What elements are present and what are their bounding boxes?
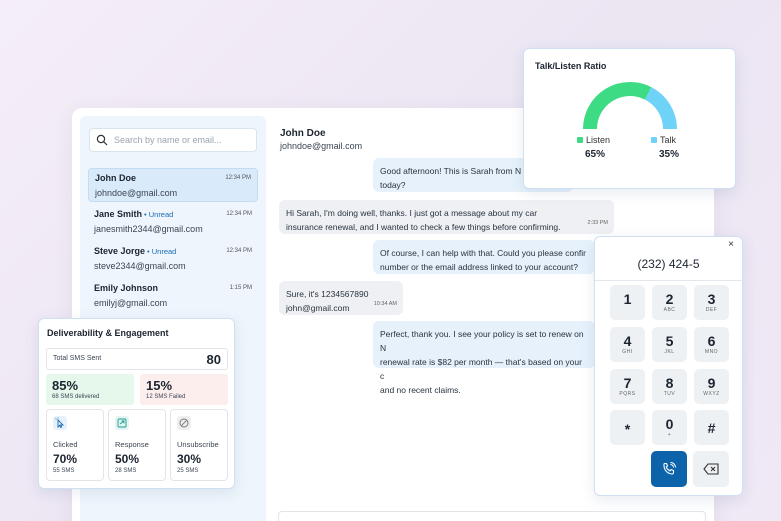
key-3[interactable]: 3 DEF <box>694 285 729 320</box>
conversation-item[interactable]: John Doe johndoe@gmail.com 12:34 PM <box>88 168 258 202</box>
contact-email: steve2344@gmail.com <box>94 261 186 271</box>
key-hash[interactable]: # <box>694 410 729 445</box>
key-7[interactable]: 7 PQRS <box>610 369 645 404</box>
backspace-icon <box>703 463 719 475</box>
conversation-item[interactable]: Jane Smith • Unread janesmith2344@gmail.c… <box>88 205 258 239</box>
message-time: 2:33 PM <box>587 220 608 226</box>
legend-talk: Talk <box>651 135 676 145</box>
key-6[interactable]: 6 MNO <box>694 327 729 362</box>
ratio-gauge <box>583 82 677 130</box>
talk-value: 35% <box>659 149 680 160</box>
listen-value: 65% <box>585 149 606 160</box>
chat-contact-email: johndoe@gmail.com <box>280 141 363 151</box>
conversation-time: 1:15 PM <box>229 285 252 291</box>
conversation-time: 12:34 PM <box>226 248 252 254</box>
reply-icon <box>115 416 129 430</box>
close-icon[interactable]: × <box>728 239 734 250</box>
contact-email: emilyj@gmail.com <box>94 298 168 308</box>
call-button[interactable] <box>651 451 687 487</box>
contact-name: John Doe <box>95 173 137 183</box>
phone-icon <box>663 462 676 475</box>
conversation-item[interactable]: Steve Jorge • Unread steve2344@gmail.com … <box>88 242 258 276</box>
key-1[interactable]: 1 <box>610 285 645 320</box>
block-icon <box>177 416 191 430</box>
key-8[interactable]: 8 TUV <box>652 369 687 404</box>
delivered-stat: 85% 68 SMS delivered <box>46 374 134 405</box>
key-star[interactable]: * <box>610 410 645 445</box>
failed-stat: 15% 12 SMS Failed <box>140 374 228 405</box>
key-9[interactable]: 9 WXYZ <box>694 369 729 404</box>
contact-name: Steve Jorge <box>94 246 146 256</box>
conversation-time: 12:34 PM <box>226 211 252 217</box>
message-composer[interactable] <box>278 511 706 521</box>
key-0[interactable]: 0 + <box>652 410 687 445</box>
backspace-button[interactable] <box>693 451 729 487</box>
key-2[interactable]: 2 ABC <box>652 285 687 320</box>
message-incoming: Hi Sarah, I'm doing well, thanks. I just… <box>279 200 614 234</box>
contact-email: johndoe@gmail.com <box>95 188 178 198</box>
dialed-number[interactable]: (232) 424-5 <box>637 257 700 271</box>
total-sms-sent: Total SMS Sent 80 <box>46 348 228 370</box>
deliverability-title: Deliverability & Engagement <box>47 328 169 338</box>
contact-name: Jane Smith <box>94 209 143 219</box>
search-box[interactable] <box>89 128 257 152</box>
ratio-title: Talk/Listen Ratio <box>535 61 607 71</box>
contact-name: Emily Johnson <box>94 283 159 293</box>
conversation-time: 12:34 PM <box>225 175 251 181</box>
legend-swatch-listen <box>577 137 583 143</box>
chat-contact-name: John Doe <box>280 128 326 139</box>
conversation-item[interactable]: Emily Johnson emilyj@gmail.com 1:15 PM <box>88 279 258 313</box>
message-time: 10:34 AM <box>373 301 397 307</box>
total-sms-sent-value: 80 <box>206 352 221 367</box>
divider <box>595 280 742 281</box>
unread-badge: • Unread <box>147 247 177 256</box>
talk-listen-ratio-card: Talk/Listen Ratio Listen 65% Talk 35% <box>523 48 736 189</box>
dialer-panel: × (232) 424-5 1 2 ABC 3 DEF 4 GHI 5 JKL 6 MNO… <box>594 236 743 496</box>
unread-badge: • Unread <box>144 210 174 219</box>
deliverability-card: Deliverability & Engagement Total SMS Se… <box>38 318 235 489</box>
message-outgoing: Of course, I can help with that. Could y… <box>373 240 595 274</box>
contact-email: janesmith2344@gmail.com <box>94 224 203 234</box>
key-5[interactable]: 5 JKL <box>652 327 687 362</box>
legend-listen: Listen <box>577 135 610 145</box>
legend-swatch-talk <box>651 137 657 143</box>
search-input[interactable] <box>114 135 254 145</box>
gauge-arc-talk <box>644 87 677 130</box>
metric-response: Response 50% 28 SMS <box>108 409 166 481</box>
message-incoming: Sure, it's 1234567890 john@gmail.com 10:… <box>279 281 403 315</box>
gauge-arc-listen <box>583 82 652 130</box>
search-icon <box>96 134 108 146</box>
metric-clicked: Clicked 70% 55 SMS <box>46 409 104 481</box>
cursor-click-icon <box>53 416 67 430</box>
key-4[interactable]: 4 GHI <box>610 327 645 362</box>
metric-unsubscribe: Unsubscribe 30% 25 SMS <box>170 409 228 481</box>
message-outgoing: Perfect, thank you. I see your policy is… <box>373 321 595 395</box>
